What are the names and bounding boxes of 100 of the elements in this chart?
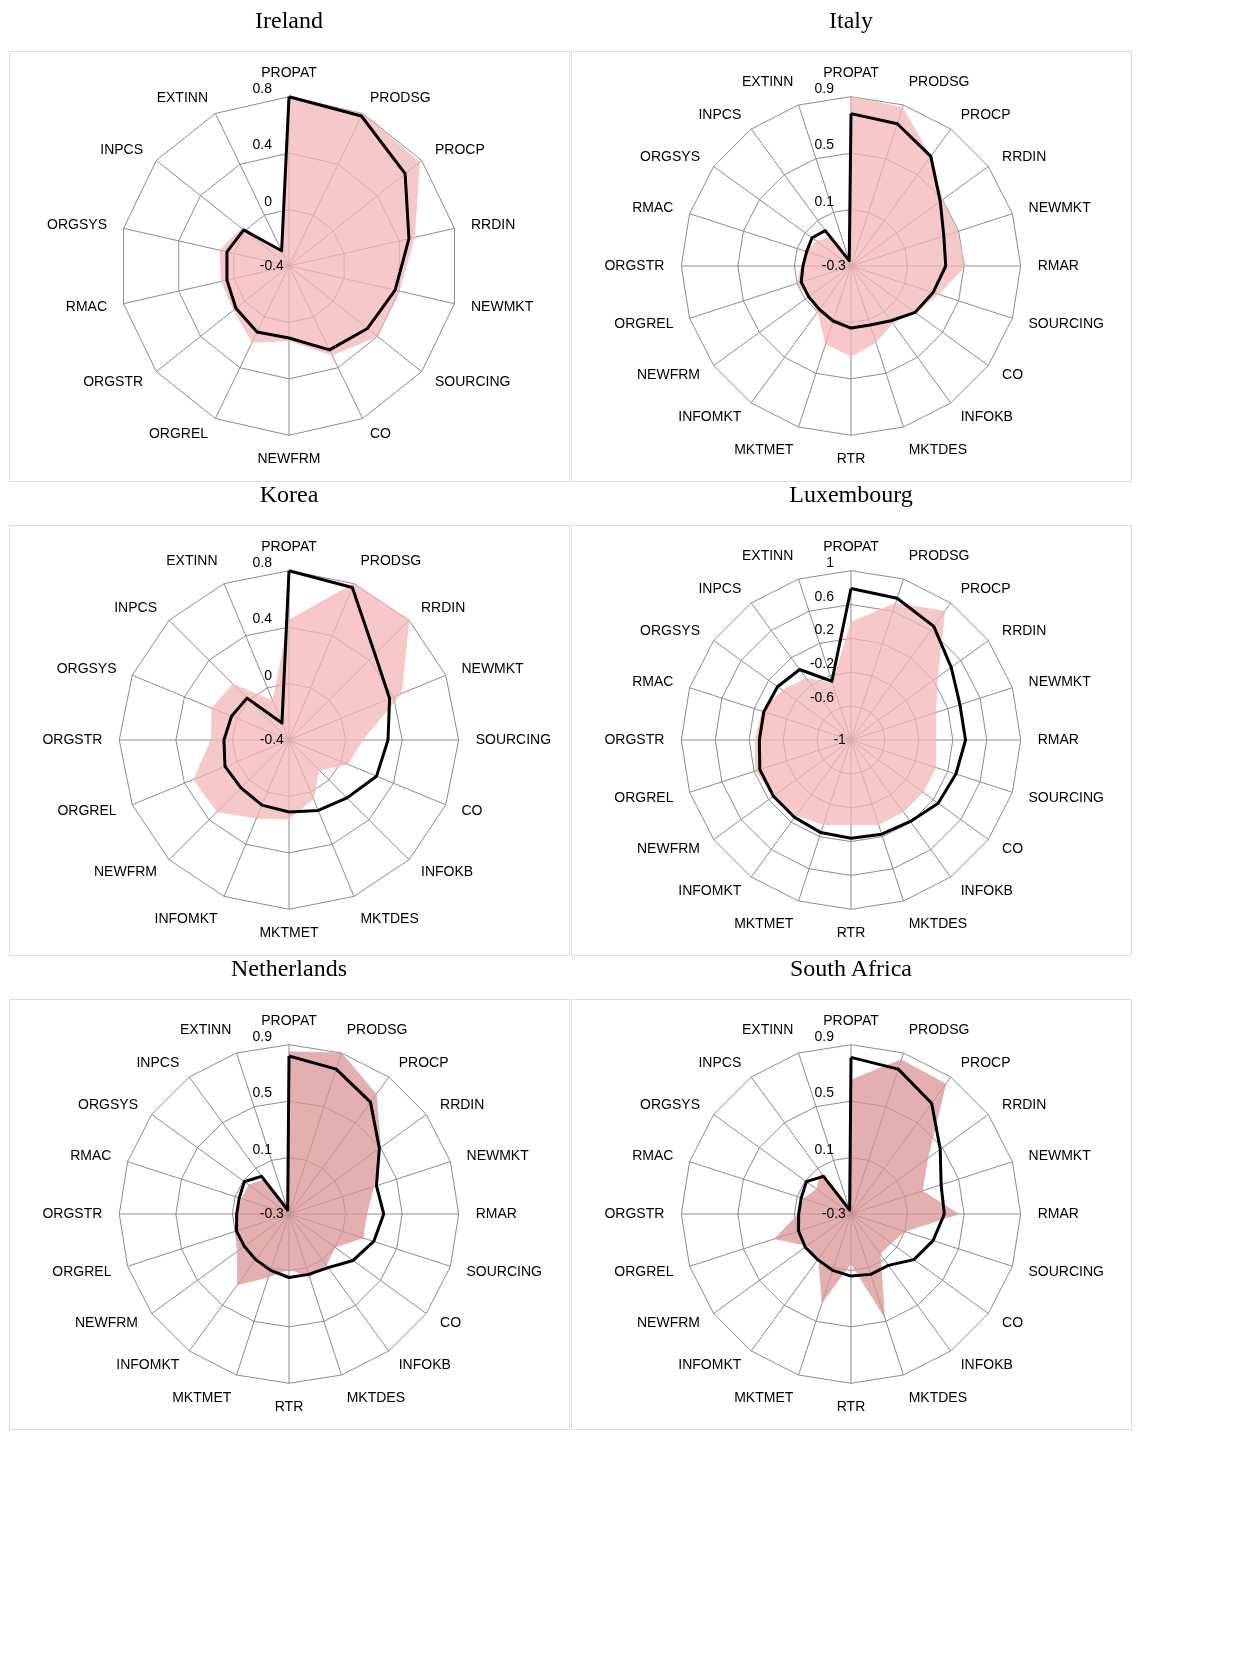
spoke-label: RRDIN: [440, 1095, 485, 1112]
spoke-label: MKTMET: [734, 441, 794, 458]
spoke-label: INFOKB: [420, 862, 474, 879]
y-tick-label: 0.4: [252, 610, 273, 627]
spoke-label: ORGSTR: [83, 373, 144, 390]
spoke-label: EXTINN: [741, 1020, 794, 1037]
spoke-label: INFOMKT: [154, 910, 219, 927]
spoke-label: CO: [440, 1314, 462, 1331]
spoke-label: ORGSYS: [78, 1095, 138, 1112]
spoke-label: PROCP: [960, 580, 1011, 597]
spoke-label: NEWMKT: [466, 1147, 530, 1164]
spoke-label: PRODSG: [908, 546, 970, 563]
spoke-label: CO: [1002, 1314, 1024, 1331]
chart-title: Korea: [259, 481, 319, 507]
spoke-label: RTR: [836, 1398, 866, 1415]
spoke-label: MKTDES: [908, 1389, 968, 1406]
spoke-label: RMAR: [1037, 731, 1079, 747]
spoke-label: ORGREL: [614, 314, 674, 331]
spoke-label: SOURCING: [1028, 1262, 1104, 1279]
spoke-label: RRDIN: [1002, 147, 1047, 164]
y-tick-label: 0.4: [252, 136, 273, 153]
spoke-label: PROCP: [434, 140, 485, 157]
spoke-label: INFOMKT: [116, 1355, 180, 1372]
y-tick-label: 0.5: [814, 136, 835, 153]
spoke-label: PROPAT: [823, 63, 880, 80]
spoke-label: MKTMET: [734, 915, 794, 932]
y-tick-label: 0.1: [814, 192, 835, 209]
spoke-label: NEWFRM: [636, 840, 700, 857]
spoke-label: RTR: [836, 450, 866, 467]
y-tick-label: 0.1: [252, 1140, 273, 1157]
y-tick-label: 0.9: [814, 1027, 835, 1044]
spoke-label: INFOKB: [960, 1355, 1013, 1372]
spoke-label: RRDIN: [1002, 1095, 1047, 1112]
spoke-label: ORGSYS: [47, 215, 108, 232]
spoke-label: RMAC: [632, 673, 674, 690]
spoke-label: PROCP: [960, 106, 1011, 123]
spoke-label: ORGREL: [57, 802, 117, 819]
spoke-label: RMAR: [475, 1205, 517, 1221]
spoke-label: PROPAT: [261, 1011, 318, 1028]
spoke-label: INFOKB: [960, 881, 1013, 898]
spoke-label: SOURCING: [434, 373, 511, 390]
spoke-label: ORGREL: [614, 788, 674, 805]
spoke-label: RMAC: [65, 298, 108, 315]
spoke-label: NEWMKT: [1028, 1147, 1092, 1164]
spoke-label: NEWFRM: [74, 1314, 138, 1331]
y-tick-label: 0: [264, 192, 273, 209]
spoke-label: INPCS: [698, 1054, 742, 1071]
chart-title: Italy: [829, 7, 873, 33]
spoke-label: ORGSYS: [640, 621, 700, 638]
spoke-label: EXTINN: [179, 1020, 232, 1037]
y-tick-label: 0: [264, 666, 273, 683]
spoke-label: EXTINN: [741, 546, 794, 563]
y-tick-label: 0.8: [252, 79, 273, 96]
spoke-label: SOURCING: [466, 1262, 542, 1279]
y-tick-label: 0.1: [814, 1140, 835, 1157]
spoke-label: CO: [1002, 840, 1024, 857]
spoke-label: RRDIN: [420, 599, 466, 616]
spoke-label: NEWMKT: [461, 659, 525, 676]
y-tick-label: 0.8: [252, 553, 273, 570]
chart-title: Luxembourg: [789, 481, 913, 507]
spoke-label: INFOKB: [960, 407, 1013, 424]
chart-title: South Africa: [790, 955, 913, 981]
spoke-label: PROPAT: [261, 537, 318, 554]
spoke-label: RMAC: [632, 199, 674, 216]
spoke-label: PRODSG: [908, 1020, 970, 1037]
y-tick-label: 0.9: [814, 79, 835, 96]
spoke-label: ORGSYS: [640, 147, 700, 164]
chart-title: Ireland: [255, 7, 323, 33]
spoke-label: INFOMKT: [678, 881, 742, 898]
spoke-label: PRODSG: [369, 89, 431, 106]
spoke-label: ORGSTR: [42, 1205, 103, 1221]
spoke-label: NEWMKT: [1028, 199, 1092, 216]
y-tick-label: 1: [826, 553, 835, 570]
spoke-label: ORGSTR: [604, 1205, 665, 1221]
spoke-label: RMAC: [70, 1147, 112, 1164]
y-tick-label: -1: [833, 731, 847, 747]
spoke-label: PRODSG: [360, 551, 422, 568]
spoke-label: MKTMET: [259, 924, 319, 941]
spoke-label: NEWFRM: [257, 450, 321, 467]
spoke-label: SOURCING: [1028, 788, 1104, 805]
spoke-label: CO: [1002, 366, 1024, 383]
spoke-label: INPCS: [698, 106, 742, 123]
spoke-label: RRDIN: [1002, 621, 1047, 638]
spoke-label: ORGSYS: [640, 1095, 700, 1112]
spoke-label: RRDIN: [470, 215, 516, 232]
spoke-label: RMAR: [1037, 1205, 1079, 1221]
spoke-label: MKTDES: [346, 1389, 406, 1406]
spoke-label: MKTDES: [908, 915, 968, 932]
chart-title: Netherlands: [231, 955, 347, 981]
y-tick-label: -0.3: [821, 1205, 847, 1221]
spoke-label: EXTINN: [156, 89, 209, 106]
spoke-label: CO: [369, 424, 392, 441]
spoke-label: INFOMKT: [678, 1355, 742, 1372]
spoke-label: SOURCING: [1028, 314, 1104, 331]
spoke-label: ORGSYS: [56, 659, 117, 676]
y-tick-label: 0.6: [814, 587, 835, 604]
spoke-label: EXTINN: [741, 72, 794, 89]
spoke-label: PROCP: [398, 1054, 449, 1071]
spoke-label: NEWFRM: [94, 862, 158, 879]
spoke-label: INPCS: [698, 580, 742, 597]
